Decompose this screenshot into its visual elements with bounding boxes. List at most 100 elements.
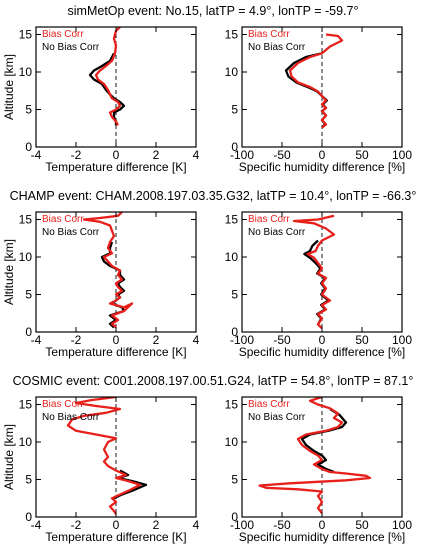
x-tick-label: -100 — [230, 518, 254, 532]
y-tick-label: 10 — [225, 435, 239, 449]
series-line-bias-corr — [82, 212, 134, 329]
x-tick-label: -50 — [273, 333, 291, 347]
y-axis-label: Altitude [km] — [2, 424, 16, 490]
x-tick-label: 50 — [355, 148, 369, 162]
x-axis-label: Temperature difference [K] — [45, 345, 186, 359]
y-tick-label: 0 — [25, 140, 32, 154]
legend: Bias Corr No Bias Corr — [248, 214, 306, 238]
x-tick-label: -4 — [31, 333, 42, 347]
y-axis-label: Altitude [km] — [2, 54, 16, 120]
legend-entry-no-bias-corr: No Bias Corr — [42, 412, 100, 423]
panel-3-2: -100 -50 0 50 100 0 5 10 15 Specific humidity dif… — [225, 396, 412, 544]
legend-entry-bias-corr: Bias Corr — [42, 29, 84, 40]
x-axis-label: Temperature difference [K] — [45, 160, 186, 174]
x-tick-label: 2 — [153, 518, 160, 532]
y-tick-label: 0 — [25, 510, 32, 524]
x-tick-label: 50 — [355, 333, 369, 347]
x-tick-label: -2 — [71, 518, 82, 532]
x-tick-label: 100 — [392, 333, 412, 347]
legend-entry-no-bias-corr: No Bias Corr — [248, 412, 306, 423]
chart-title: COSMIC event: C001.2008.197.00.51.G24, l… — [13, 374, 414, 388]
chart-title: CHAMP event: CHAM.2008.197.03.35.G32, la… — [10, 189, 417, 203]
x-tick-label: 2 — [153, 148, 160, 162]
y-tick-label: 5 — [231, 473, 238, 487]
legend: Bias Corr No Bias Corr — [42, 29, 100, 53]
x-tick-label: -2 — [71, 148, 82, 162]
x-tick-label: 4 — [193, 148, 200, 162]
y-tick-label: 0 — [231, 325, 238, 339]
panel-3-1: -4 -2 0 2 4 0 5 10 15 Temperature difference [K] A… — [2, 396, 200, 544]
chart-row-1: simMetOp event: No.15, latTP = 4.9°, lon… — [2, 4, 412, 174]
legend-entry-bias-corr: Bias Corr — [42, 214, 84, 225]
panel-1-2: -100 -50 0 50 100 0 5 10 15 Specific humidity dif… — [225, 26, 412, 174]
y-tick-label: 5 — [25, 103, 32, 117]
y-tick-label: 15 — [19, 398, 33, 412]
x-tick-label: 100 — [392, 148, 412, 162]
panel-2-2: -100 -50 0 50 100 0 5 10 15 Specific humidity dif… — [225, 211, 412, 359]
legend-entry-no-bias-corr: No Bias Corr — [248, 42, 306, 53]
y-tick-label: 15 — [19, 28, 33, 42]
x-tick-label: -100 — [230, 333, 254, 347]
x-tick-label: -4 — [31, 148, 42, 162]
x-tick-label: 0 — [113, 333, 120, 347]
y-tick-label: 10 — [19, 435, 33, 449]
chart-row-3: COSMIC event: C001.2008.197.00.51.G24, l… — [2, 374, 413, 544]
legend-entry-no-bias-corr: No Bias Corr — [42, 227, 100, 238]
y-axis-label: Altitude [km] — [2, 239, 16, 305]
x-tick-label: 4 — [193, 333, 200, 347]
x-tick-label: 2 — [153, 333, 160, 347]
y-tick-label: 10 — [225, 65, 239, 79]
legend: Bias Corr No Bias Corr — [42, 214, 100, 238]
legend-entry-bias-corr: Bias Corr — [42, 399, 84, 410]
series-line-no-bias-corr — [300, 408, 348, 474]
x-tick-label: 4 — [193, 518, 200, 532]
chart-row-2: CHAMP event: CHAM.2008.197.03.35.G32, la… — [2, 189, 416, 359]
series-line-bias-corr — [66, 397, 142, 515]
x-tick-label: 0 — [113, 518, 120, 532]
x-tick-label: -100 — [230, 148, 254, 162]
panel-1-1: -4 -2 0 2 4 0 5 10 15 Temperature difference [K] A… — [2, 26, 200, 174]
y-tick-label: 15 — [225, 398, 239, 412]
legend-entry-bias-corr: Bias Corr — [248, 399, 290, 410]
x-tick-label: 0 — [319, 333, 326, 347]
legend-entry-no-bias-corr: No Bias Corr — [248, 227, 306, 238]
chart-title: simMetOp event: No.15, latTP = 4.9°, lon… — [68, 4, 359, 18]
panel-2-1: -4 -2 0 2 4 0 5 10 15 Temperature difference [K] A… — [2, 211, 200, 359]
x-tick-label: -4 — [31, 518, 42, 532]
y-tick-label: 10 — [19, 65, 33, 79]
legend-entry-bias-corr: Bias Corr — [248, 29, 290, 40]
y-tick-label: 0 — [231, 140, 238, 154]
x-tick-label: -50 — [273, 518, 291, 532]
y-tick-label: 5 — [25, 473, 32, 487]
x-axis-label: Specific humidity difference [%] — [239, 160, 406, 174]
x-axis-label: Temperature difference [K] — [45, 530, 186, 544]
x-tick-label: 0 — [319, 518, 326, 532]
x-axis-label: Specific humidity difference [%] — [239, 345, 406, 359]
x-tick-label: 100 — [392, 518, 412, 532]
x-axis-label: Specific humidity difference [%] — [239, 530, 406, 544]
legend: Bias Corr No Bias Corr — [42, 399, 100, 423]
y-tick-label: 15 — [225, 213, 239, 227]
y-tick-label: 0 — [231, 510, 238, 524]
y-tick-label: 0 — [25, 325, 32, 339]
series-line-bias-corr — [292, 214, 336, 330]
x-tick-label: 50 — [355, 518, 369, 532]
series-line-bias-corr — [288, 33, 344, 129]
legend-entry-no-bias-corr: No Bias Corr — [42, 42, 100, 53]
series-line-bias-corr — [258, 397, 372, 514]
y-tick-label: 10 — [225, 250, 239, 264]
y-tick-label: 5 — [231, 103, 238, 117]
series-line-bias-corr — [94, 27, 122, 126]
legend: Bias Corr No Bias Corr — [248, 399, 306, 423]
x-tick-label: -2 — [71, 333, 82, 347]
series-line-no-bias-corr — [284, 52, 328, 129]
y-tick-label: 10 — [19, 250, 33, 264]
y-tick-label: 15 — [19, 213, 33, 227]
x-tick-label: -50 — [273, 148, 291, 162]
legend-entry-bias-corr: Bias Corr — [248, 214, 290, 225]
y-tick-label: 5 — [25, 288, 32, 302]
x-tick-label: 0 — [113, 148, 120, 162]
x-tick-label: 0 — [319, 148, 326, 162]
y-tick-label: 5 — [231, 288, 238, 302]
